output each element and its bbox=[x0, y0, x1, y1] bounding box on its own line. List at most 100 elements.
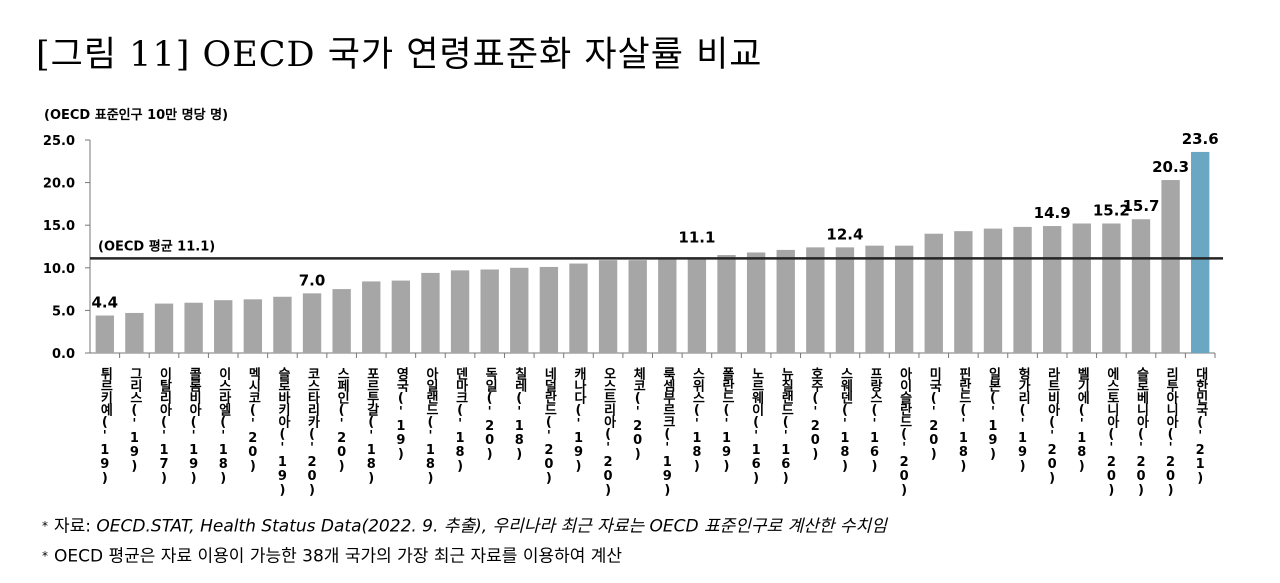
x-tick-label: 콜롬비아('19) bbox=[186, 367, 201, 485]
bar bbox=[1161, 180, 1180, 353]
x-tick-label: 영국('19) bbox=[393, 367, 408, 461]
footnote-source: * 자료: OECD.STAT, Health Status Data(2022.… bbox=[42, 512, 887, 542]
bar bbox=[628, 260, 647, 353]
x-tick-label: 튀르키예('19) bbox=[97, 366, 112, 485]
bar bbox=[184, 302, 203, 353]
x-tick-label: 미국('20) bbox=[926, 366, 941, 461]
x-tick-label: 포르투갈('18) bbox=[364, 367, 379, 485]
y-tick-label: 20.0 bbox=[43, 177, 75, 192]
data-label: 20.3 bbox=[1152, 158, 1189, 176]
bar bbox=[954, 231, 973, 353]
bar bbox=[1013, 226, 1032, 353]
x-tick-label: 이스라엘('18) bbox=[216, 366, 231, 485]
bar bbox=[687, 258, 707, 353]
bar bbox=[924, 233, 943, 353]
bar bbox=[391, 280, 411, 353]
x-tick-label: 아이슬란드('20) bbox=[897, 366, 912, 497]
footnote-source-text: OECD.STAT, Health Status Data(2022. 9. 추… bbox=[96, 516, 887, 537]
bar bbox=[658, 259, 677, 353]
x-tick-label: 라트비아('20) bbox=[1045, 366, 1060, 485]
bar bbox=[598, 260, 618, 353]
data-label: 7.0 bbox=[299, 271, 326, 289]
x-tick-label: 핀란드('18) bbox=[956, 366, 971, 473]
x-tick-label: 멕시코('20) bbox=[245, 366, 260, 473]
bar bbox=[362, 281, 381, 353]
x-tick-label: 헝가리('19) bbox=[1015, 366, 1030, 473]
bar bbox=[95, 315, 114, 353]
bar bbox=[539, 266, 559, 353]
x-tick-label: 벨기에('18) bbox=[1074, 367, 1089, 473]
x-tick-label: 슬로바키아('19) bbox=[275, 367, 290, 497]
bar bbox=[421, 272, 440, 353]
oecd-average-label: (OECD 평균 11.1) bbox=[98, 238, 215, 254]
x-tick-label: 리투아니아('20) bbox=[1163, 366, 1178, 497]
bar bbox=[717, 255, 736, 353]
x-tick-label: 에스토니아('20) bbox=[1104, 366, 1119, 497]
x-tick-label: 스웨덴('18) bbox=[837, 367, 852, 473]
bar bbox=[1102, 223, 1121, 353]
data-label: 15.7 bbox=[1122, 197, 1159, 215]
data-label: 14.9 bbox=[1034, 204, 1071, 222]
data-label: 15.2 bbox=[1093, 201, 1130, 219]
x-tick-label: 덴마크('18) bbox=[453, 366, 468, 473]
bar bbox=[1131, 219, 1151, 353]
x-tick-label: 노르웨이('16) bbox=[749, 367, 764, 485]
y-tick-label: 5.0 bbox=[52, 304, 75, 319]
x-tick-label: 이탈리아('17) bbox=[157, 366, 172, 485]
bar bbox=[480, 269, 499, 353]
footnote-average: * OECD 평균은 자료 이용이 가능한 38개 국가의 가장 최근 자료를 이… bbox=[42, 542, 887, 572]
x-tick-label: 아일랜드('18) bbox=[423, 366, 438, 485]
data-label: 4.4 bbox=[92, 294, 119, 312]
bar bbox=[273, 296, 292, 353]
x-tick-label: 프랑스('16) bbox=[867, 367, 882, 473]
bar bbox=[510, 267, 529, 353]
bar bbox=[983, 228, 1003, 353]
chart-title: [그림 11] OECD 국가 연령표준화 자살률 비교 bbox=[36, 35, 763, 75]
bar bbox=[806, 247, 825, 353]
data-label: 11.1 bbox=[678, 228, 715, 246]
x-tick-label: 룩셈부르크('19) bbox=[660, 367, 675, 497]
x-tick-label: 캐나다('19) bbox=[571, 367, 586, 473]
data-label: 12.4 bbox=[826, 225, 863, 243]
data-label: 23.6 bbox=[1182, 130, 1219, 148]
x-tick-label: 코스타리카('20) bbox=[305, 367, 320, 497]
x-tick-label: 그리스('19) bbox=[127, 367, 142, 473]
footnote-bullet: * bbox=[42, 548, 48, 563]
bar bbox=[214, 300, 233, 353]
x-tick-label: 칠레('18) bbox=[512, 366, 527, 461]
bar bbox=[243, 299, 263, 353]
x-tick-label: 일본('19) bbox=[985, 367, 1000, 461]
bar bbox=[776, 249, 795, 353]
x-tick-label: 체코('20) bbox=[630, 367, 645, 461]
bar bbox=[865, 245, 884, 353]
y-tick-label: 0.0 bbox=[52, 347, 75, 362]
bar bbox=[1072, 223, 1091, 353]
x-tick-label: 대한민국('21) bbox=[1193, 367, 1208, 485]
bar bbox=[450, 270, 470, 353]
unit-label: (OECD 표준인구 10만 명당 명) bbox=[44, 108, 229, 123]
bar bbox=[302, 293, 322, 353]
bar bbox=[1042, 226, 1062, 353]
x-tick-label: 네덜란드('20) bbox=[541, 366, 556, 485]
x-tick-label: 오스트리아('20) bbox=[601, 367, 616, 497]
x-tick-label: 뉴질랜드('16) bbox=[778, 367, 793, 485]
y-tick-label: 10.0 bbox=[43, 262, 75, 277]
y-tick-label: 25.0 bbox=[43, 134, 75, 149]
bar bbox=[1191, 151, 1210, 353]
x-tick-label: 폴란드('19) bbox=[719, 367, 734, 473]
footnote-source-prefix: 자료: bbox=[54, 516, 97, 537]
bar bbox=[154, 303, 174, 353]
x-tick-label: 스페인('20) bbox=[334, 367, 349, 473]
bar bbox=[835, 247, 855, 353]
bar-chart: 0.0 5.0 10.0 15.0 20.0 25.0 튀르키예('19) 그리스('19) 이… bbox=[43, 130, 1223, 497]
bar bbox=[746, 252, 766, 353]
bar bbox=[332, 289, 351, 353]
bar bbox=[125, 312, 144, 353]
x-tick-label: 호주('20) bbox=[808, 367, 823, 461]
footnote-average-text: OECD 평균은 자료 이용이 가능한 38개 국가의 가장 최근 자료를 이용… bbox=[54, 546, 623, 566]
x-tick-label: 슬로베니아('20) bbox=[1133, 367, 1148, 497]
footnote-bullet: * bbox=[42, 519, 48, 533]
x-tick-label: 스위스('18) bbox=[689, 367, 704, 473]
x-tick-label: 독일('20) bbox=[482, 367, 497, 461]
bar bbox=[569, 263, 588, 353]
